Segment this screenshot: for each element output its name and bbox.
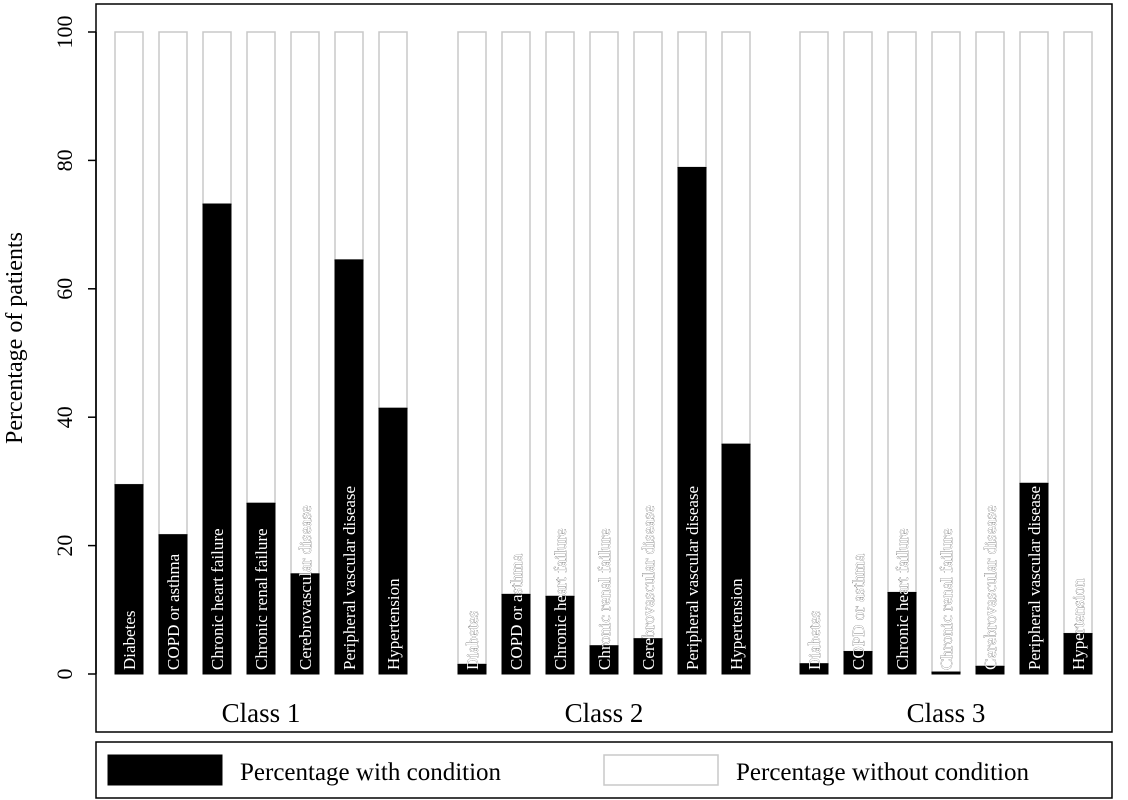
legend-item-without-condition: Percentage without condition (603, 754, 1029, 786)
bar-segment-with (887, 591, 917, 675)
bar-segment-with (1063, 633, 1093, 675)
legend-box (95, 741, 1113, 799)
bar-label: Cerebrovascular disease (639, 505, 658, 670)
bar-segment-with (843, 651, 873, 675)
bar-segment-with (931, 671, 961, 675)
y-axis-title: Percentage of patients (2, 232, 28, 444)
bar-segment-with (545, 595, 575, 675)
y-axis: 0 20 40 60 80 100 (52, 16, 97, 680)
bar-segment-with (334, 259, 364, 675)
bar-label: Hypertension (384, 578, 403, 670)
bar-label: COPD or asthma (849, 553, 868, 670)
group-label: Class 2 (565, 698, 644, 728)
bar-segment-without (843, 31, 873, 653)
bar-segment-with (158, 534, 188, 675)
bar-label: Diabetes (463, 611, 482, 670)
bar-segment-without (589, 31, 619, 647)
bar-segment-without (334, 31, 364, 261)
bar-segment-with (202, 203, 232, 675)
bar-segment-without (114, 31, 144, 486)
bar-segment-with (799, 663, 829, 675)
bar-segment-with (677, 166, 707, 675)
bar-label: Peripheral vascular disease (683, 486, 702, 670)
legend-item-with-condition: Percentage with condition (107, 754, 502, 786)
bar-label: Peripheral vascular disease (340, 486, 359, 670)
y-tick-label: 80 (52, 149, 77, 171)
bar-label: Hypertension (1069, 578, 1088, 670)
bar-segment-with (501, 593, 531, 675)
legend-label-without-condition: Percentage without condition (736, 759, 1029, 786)
bar-segment-with (633, 638, 663, 675)
y-tick-label: 20 (52, 535, 77, 557)
bar-segment-with (721, 443, 751, 675)
bar-label: Chronic heart failure (208, 528, 227, 670)
bar-segment-without (721, 31, 751, 445)
bar-segment-with (246, 502, 276, 675)
bars: Diabetes COPD or asthma Chronic heart fail… (114, 31, 1093, 675)
bar-label: Hypertension (727, 578, 746, 670)
bar-group: Diabetes COPD or asthma Chronic heart fail… (114, 31, 408, 675)
bar-segment-without (378, 31, 408, 409)
bar-segment-without (633, 31, 663, 640)
bar-segment-with (114, 484, 144, 675)
bar-segment-without (246, 31, 276, 504)
bar-label: Cerebrovascular disease (981, 505, 1000, 670)
legend-label-with-condition: Percentage with condition (240, 759, 502, 786)
bar-segment-without (202, 31, 232, 205)
y-tick-label: 60 (52, 278, 77, 300)
bar-segment-with (457, 663, 487, 675)
bar-segment-with (1019, 482, 1049, 675)
bar-segment-without (501, 31, 531, 596)
bar-segment-without (887, 31, 917, 594)
bar-group: Diabetes COPD or asthma Chronic heart fail… (799, 31, 1093, 675)
bar-label: COPD or asthma (507, 553, 526, 670)
y-tick-label: 40 (52, 406, 77, 428)
bar-segment-without (677, 31, 707, 169)
bar-segment-without (799, 31, 829, 665)
bar-label: Chronic renal failure (595, 528, 614, 670)
legend-swatch-with-condition (107, 754, 223, 786)
bar-segment-without (158, 31, 188, 536)
bar-segment-without (290, 31, 320, 575)
bar-segment-with (589, 645, 619, 675)
bar-label: Diabetes (805, 611, 824, 670)
group-label: Class 1 (222, 698, 301, 728)
legend-swatch-without-condition (603, 754, 719, 786)
bar-label: Chronic heart failure (551, 528, 570, 670)
bar-group: Diabetes COPD or asthma Chronic heart fail… (457, 31, 751, 675)
bar-label: Chronic renal failure (252, 528, 271, 670)
y-tick-label: 0 (52, 669, 77, 680)
bar-segment-without (457, 31, 487, 666)
bar-label: Cerebrovascular disease (296, 505, 315, 670)
bar-label: Diabetes (120, 611, 139, 670)
bar-label: Chronic renal failure (937, 528, 956, 670)
bar-segment-without (545, 31, 575, 598)
bar-segment-with (290, 573, 320, 675)
bar-segment-without (1019, 31, 1049, 485)
bar-label: COPD or asthma (164, 553, 183, 670)
bar-segment-without (931, 31, 961, 673)
bar-label: Chronic heart failure (893, 528, 912, 670)
bar-segment-without (975, 31, 1005, 668)
y-tick-label: 100 (52, 16, 77, 49)
bar-segment-with (378, 407, 408, 675)
bar-segment-with (975, 665, 1005, 675)
group-label: Class 3 (907, 698, 986, 728)
bar-segment-without (1063, 31, 1093, 635)
group-labels: Class 1 Class 2 Class 3 (222, 698, 986, 728)
bar-label: Peripheral vascular disease (1025, 486, 1044, 670)
